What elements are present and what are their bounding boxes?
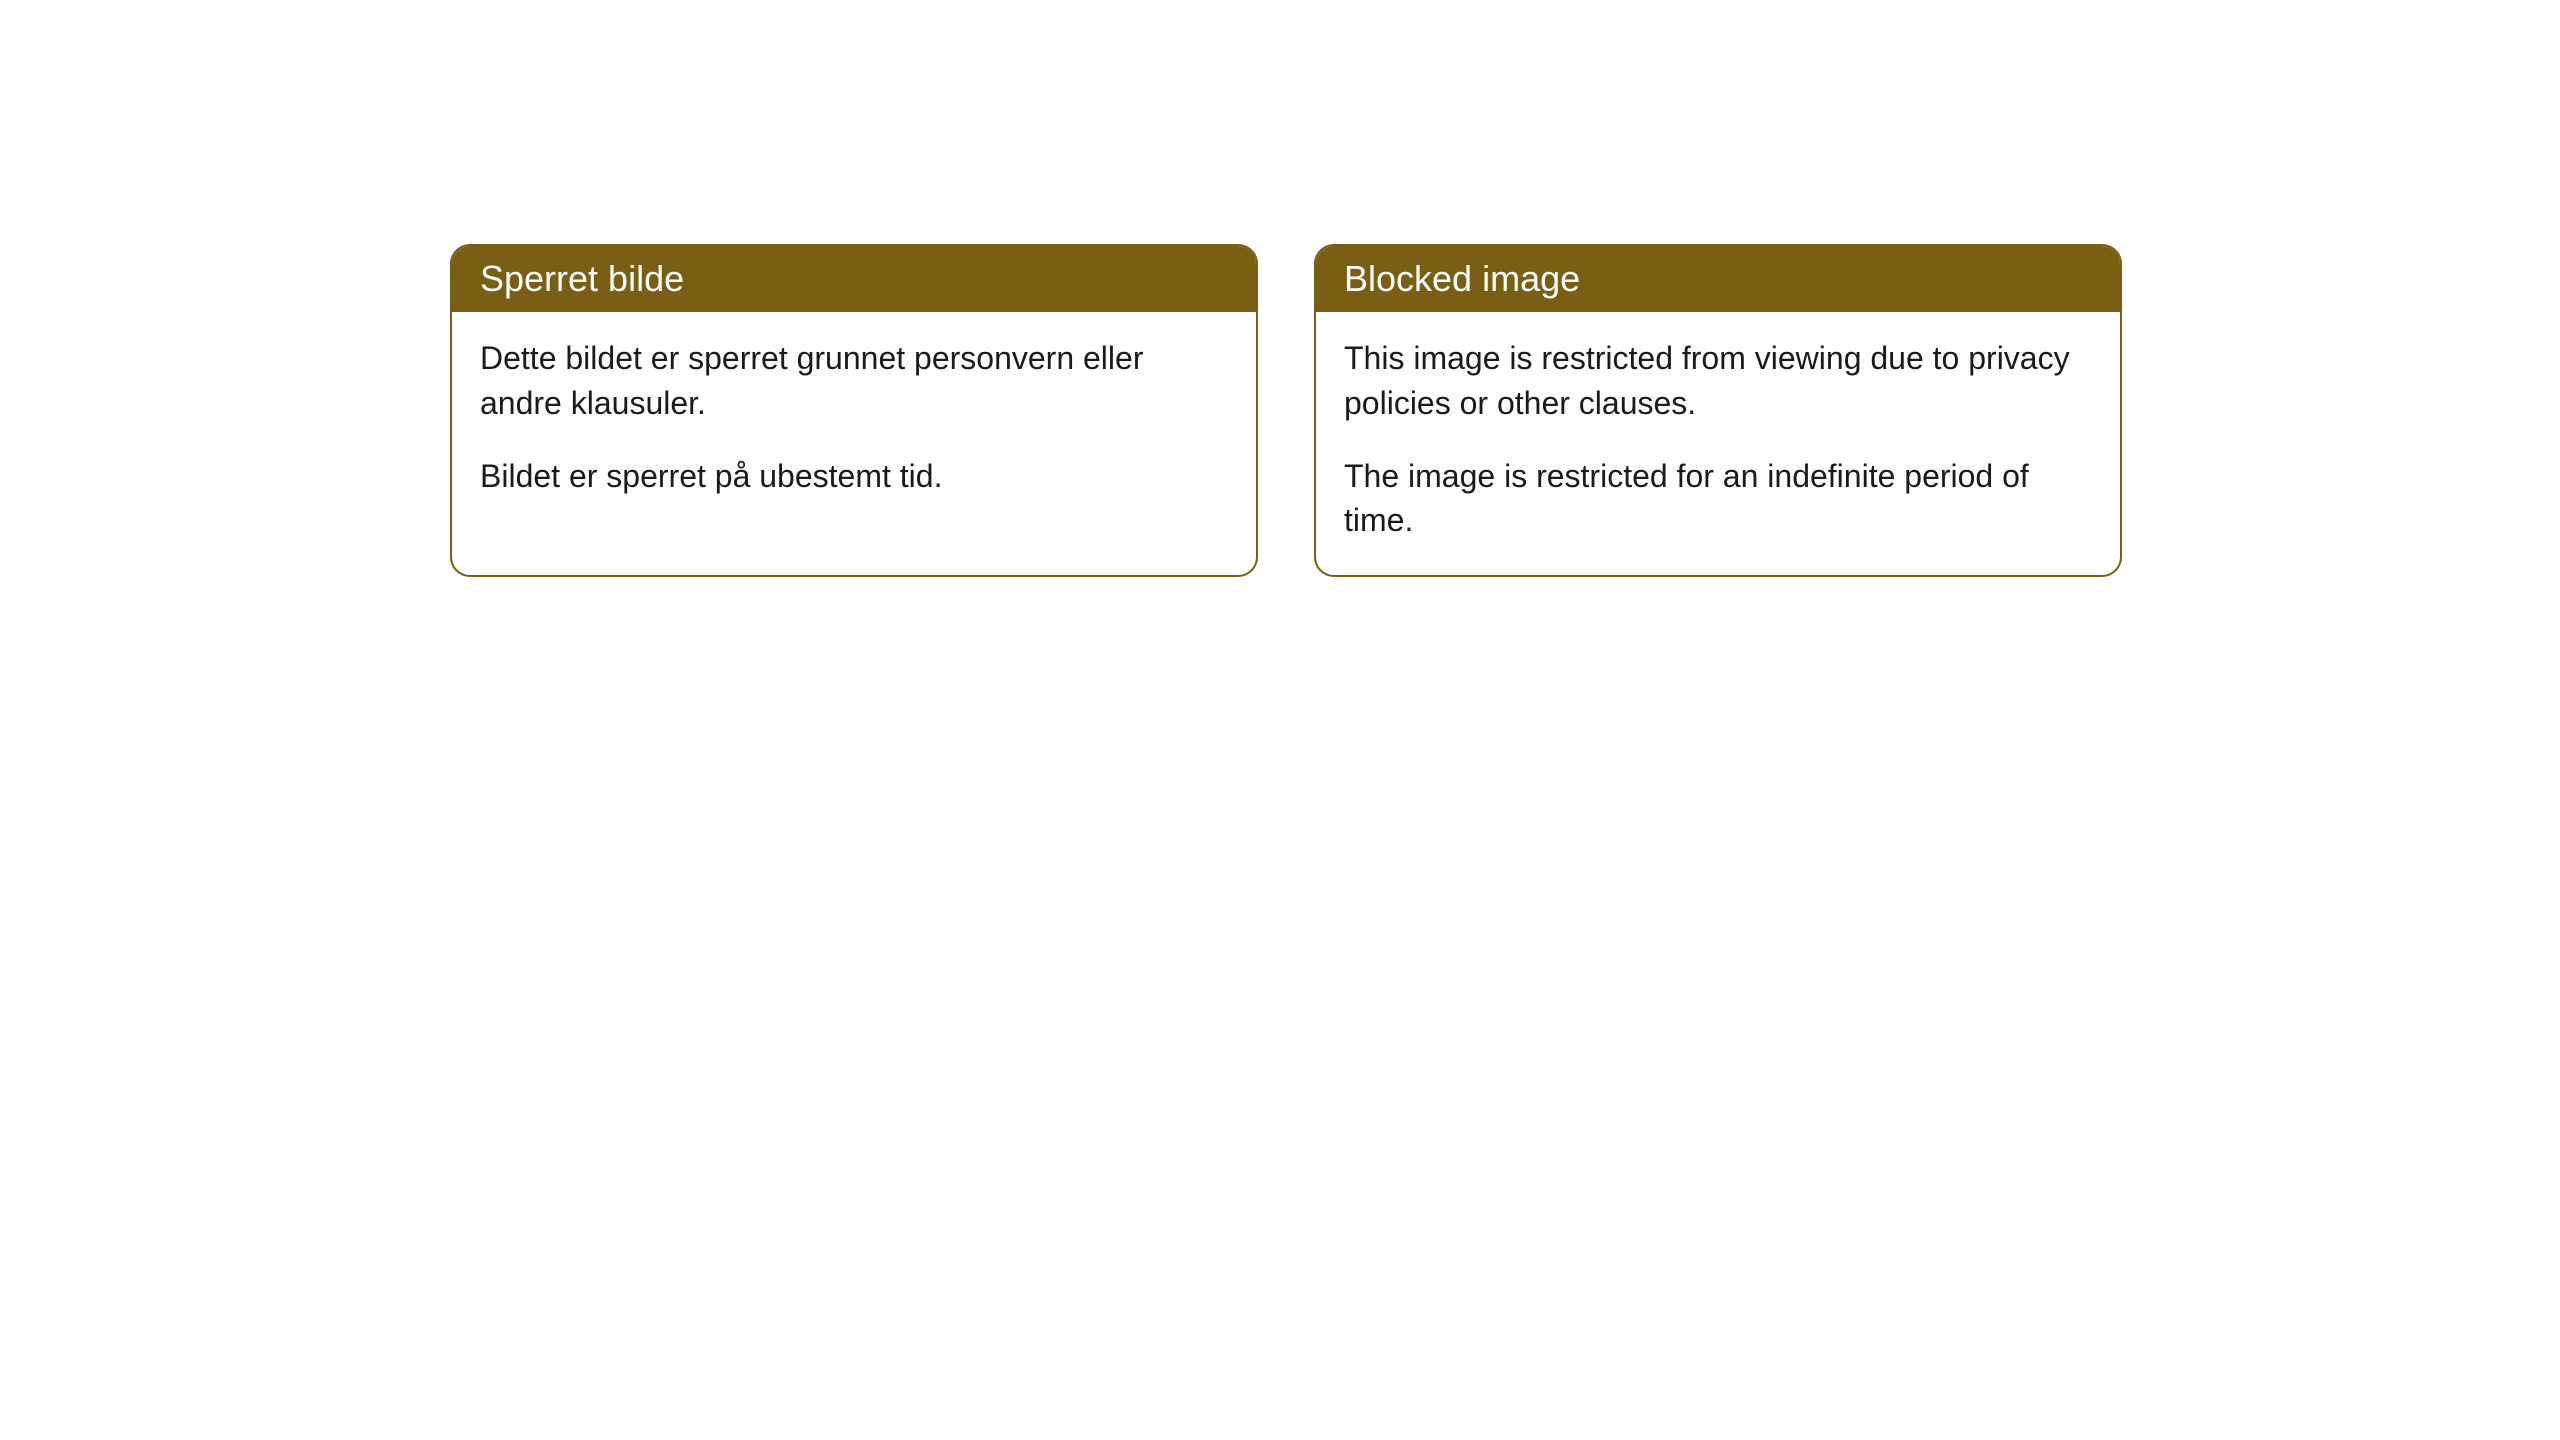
notice-paragraph: Dette bildet er sperret grunnet personve… (480, 336, 1228, 426)
notice-body-norwegian: Dette bildet er sperret grunnet personve… (452, 312, 1256, 530)
notice-paragraph: Bildet er sperret på ubestemt tid. (480, 454, 1228, 499)
notice-title: Blocked image (1344, 258, 1580, 299)
notice-card-norwegian: Sperret bilde Dette bildet er sperret gr… (450, 244, 1258, 577)
notice-title: Sperret bilde (480, 258, 684, 299)
notice-header-english: Blocked image (1316, 246, 2120, 312)
notice-body-english: This image is restricted from viewing du… (1316, 312, 2120, 575)
notice-paragraph: This image is restricted from viewing du… (1344, 336, 2092, 426)
notice-header-norwegian: Sperret bilde (452, 246, 1256, 312)
notice-cards-container: Sperret bilde Dette bildet er sperret gr… (450, 244, 2122, 577)
notice-card-english: Blocked image This image is restricted f… (1314, 244, 2122, 577)
notice-paragraph: The image is restricted for an indefinit… (1344, 454, 2092, 544)
